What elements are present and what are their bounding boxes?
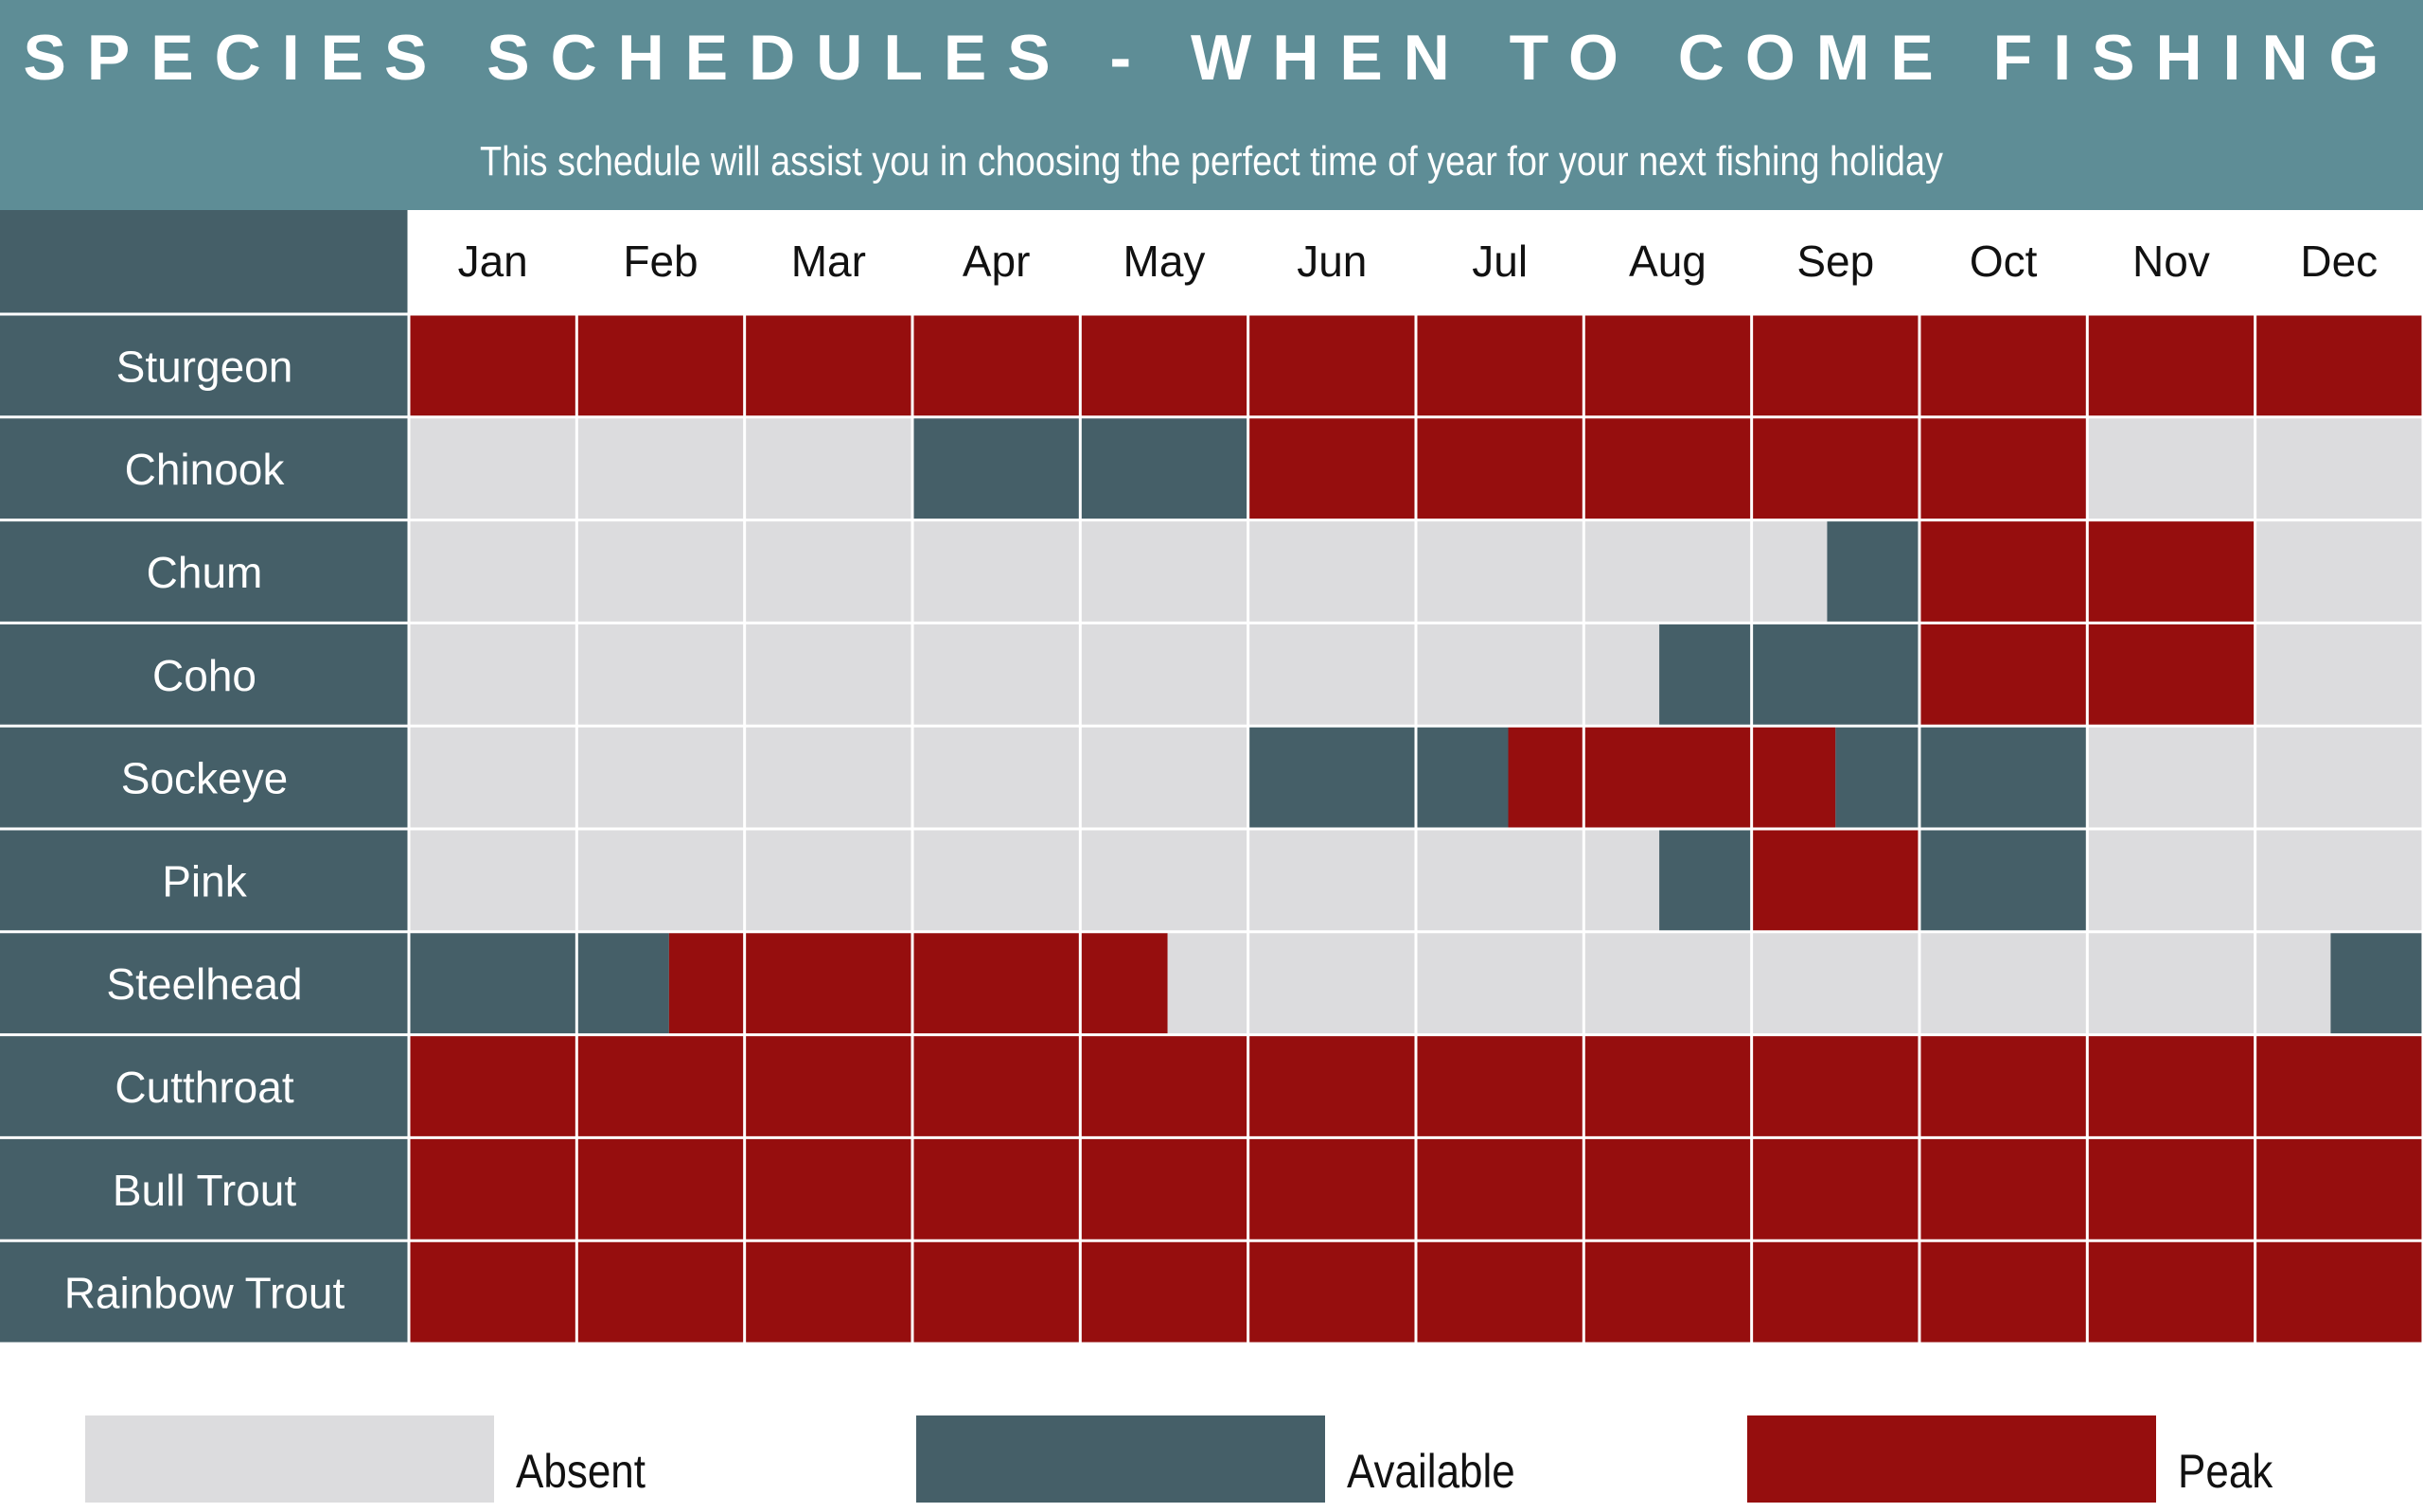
species-label: Sockeye [121,754,288,803]
species-label-cell [0,314,409,417]
period-available [1659,623,1919,727]
schedule-chart: Jan Feb Mar Apr May Jun Jul Aug Sep Oct Nov Dec Stur… [0,210,2423,1345]
month-label-aug: Aug [1629,237,1707,286]
species-label-cell [0,623,409,727]
chart-subtitle: This schedule will assist you in choosin… [480,138,1943,185]
species-label-cell [0,726,409,829]
month-label-jul: Jul [1472,237,1528,286]
species-label-cell [0,519,409,624]
legend-label-available: Available [1347,1445,1515,1498]
month-label-apr: Apr [963,237,1031,286]
period-available [1247,726,1509,829]
species-label: Sturgeon [116,342,293,391]
legend-swatch-peak [1747,1415,2156,1503]
month-label-jun: Jun [1297,237,1367,286]
species-label: Chinook [125,445,286,494]
species-label-cell [0,931,409,1035]
month-label-may: May [1123,237,1206,286]
species-label-cell [0,829,409,932]
period-peak [1751,829,1919,932]
legend: Absent Available Peak [0,1410,2423,1512]
period-available [1659,829,1752,932]
month-label-jan: Jan [458,237,528,286]
header-corner-cell [0,210,409,314]
species-label: Chum [147,548,263,597]
month-label-feb: Feb [623,237,698,286]
month-label-dec: Dec [2300,237,2378,286]
period-available [2330,931,2423,1035]
species-label: Rainbow Trout [64,1269,345,1318]
month-label-sep: Sep [1796,237,1874,286]
species-label-cell [0,1137,409,1241]
species-label: Pink [162,856,247,905]
legend-label-peak: Peak [2178,1445,2273,1498]
species-label: Bull Trout [113,1166,297,1215]
header-banner: SPECIES SCHEDULES - WHEN TO COME FISHING… [0,0,2423,210]
species-label-cell [0,1240,409,1344]
legend-swatch-available [916,1415,1325,1503]
period-available [1919,829,2088,932]
species-label: Cutthroat [115,1063,293,1112]
month-label-oct: Oct [1970,237,2038,286]
period-peak [1247,416,2088,520]
species-label: Steelhead [106,959,302,1009]
legend-label-absent: Absent [516,1445,646,1498]
legend-swatch-absent [85,1415,494,1503]
period-available [1827,519,1919,624]
species-label-cell [0,416,409,520]
period-peak [1508,726,1836,829]
month-label-nov: Nov [2132,237,2210,286]
period-peak [668,931,1168,1035]
month-label-mar: Mar [791,237,866,286]
chart-title: SPECIES SCHEDULES - WHEN TO COME FISHING [23,22,2400,94]
period-available [1835,726,2088,829]
species-label: Coho [152,651,256,700]
species-label-cell [0,1034,409,1138]
period-available [409,931,669,1035]
